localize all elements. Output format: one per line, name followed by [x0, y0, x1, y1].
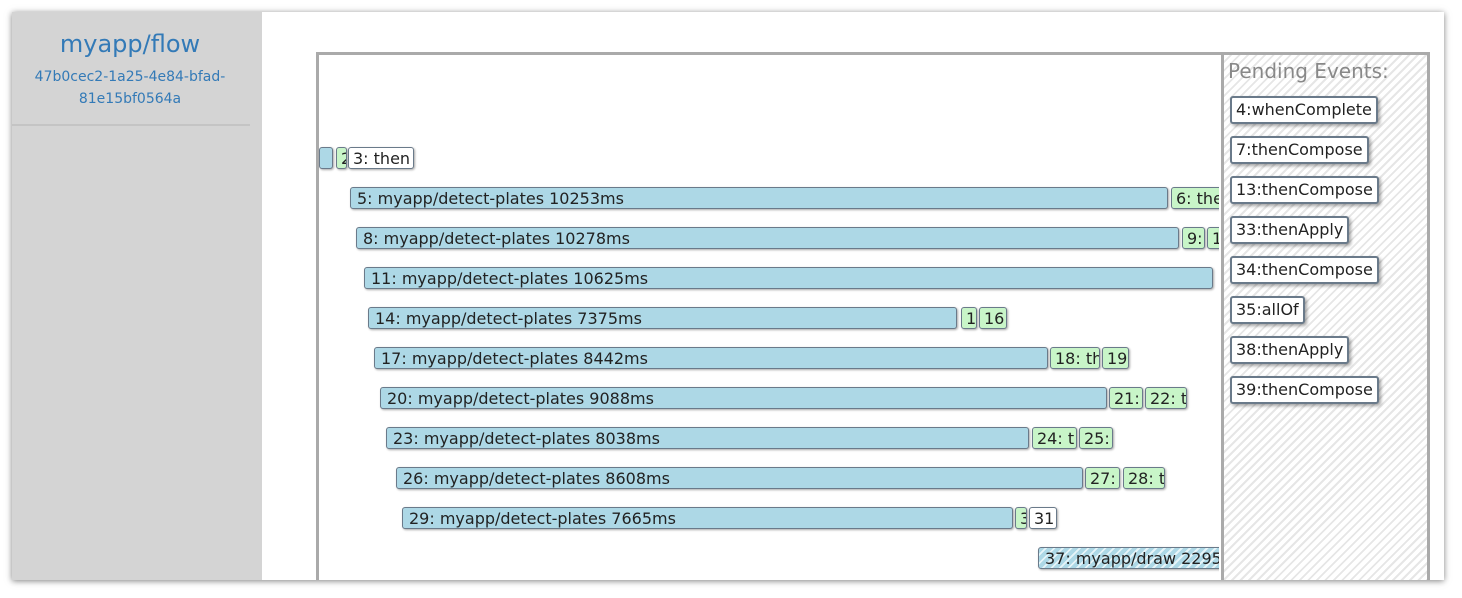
stage-event[interactable]: 9:: [1182, 227, 1205, 249]
stage-event[interactable]: 1: [961, 307, 977, 329]
timeline: 23: then 5: myapp/detect-plates 10253ms6:…: [319, 55, 1219, 580]
sidebar: myapp/flow 47b0cec2-1a25-4e84-bfad-81e15…: [12, 12, 262, 580]
pending-heading: Pending Events:: [1228, 59, 1389, 83]
invocation-event[interactable]: 8: myapp/detect-plates 10278ms: [356, 227, 1179, 249]
invocation-event[interactable]: 23: myapp/detect-plates 8038ms: [386, 427, 1029, 449]
stage-event[interactable]: 31: [1029, 507, 1057, 529]
pending-event[interactable]: 4:whenComplete: [1230, 96, 1378, 124]
invocation-event[interactable]: 29: myapp/detect-plates 7665ms: [402, 507, 1013, 529]
pending-event[interactable]: 38:thenApply: [1230, 336, 1350, 364]
pending-event[interactable]: 35:allOf: [1230, 296, 1305, 324]
invocation-event[interactable]: 14: myapp/detect-plates 7375ms: [368, 307, 957, 329]
pending-event[interactable]: 39:thenCompose: [1230, 376, 1379, 404]
stage-event[interactable]: 1: [1207, 227, 1219, 249]
stage-event[interactable]: 25:: [1079, 427, 1113, 449]
flow-id[interactable]: 47b0cec2-1a25-4e84-bfad-81e15bf0564a: [34, 69, 226, 107]
pending-event[interactable]: 7:thenCompose: [1230, 136, 1369, 164]
stage-event[interactable]: 24: t: [1032, 427, 1077, 449]
divider: [12, 124, 250, 126]
stage-event[interactable]: 6: the: [1171, 187, 1219, 209]
invocation-event[interactable]: 20: myapp/detect-plates 9088ms: [380, 387, 1107, 409]
pending-event[interactable]: 13:thenCompose: [1230, 176, 1379, 204]
event-bar[interactable]: [319, 147, 333, 169]
stage-event[interactable]: 27:: [1085, 467, 1120, 489]
stage-event[interactable]: 16: [979, 307, 1007, 329]
stage-event[interactable]: 19: [1102, 347, 1129, 369]
invocation-event[interactable]: 37: myapp/draw 2295: [1038, 547, 1219, 569]
pending-event[interactable]: 33:thenApply: [1230, 216, 1350, 244]
stage-event[interactable]: 2: [336, 147, 347, 169]
pending-events: Pending Events: 4:whenComplete 7:thenComp…: [1221, 55, 1427, 580]
invocation-event[interactable]: 11: myapp/detect-plates 10625ms: [364, 267, 1213, 289]
flow-title[interactable]: myapp/flow: [59, 30, 201, 58]
invocation-event[interactable]: 17: myapp/detect-plates 8442ms: [374, 347, 1048, 369]
stage-event[interactable]: 3: [1015, 507, 1027, 529]
stage-event[interactable]: 21:: [1109, 387, 1143, 409]
flow-panel: 23: then 5: myapp/detect-plates 10253ms6:…: [316, 52, 1430, 580]
stage-event[interactable]: 22: t: [1145, 387, 1187, 409]
stage-event[interactable]: 18: th: [1050, 347, 1100, 369]
invocation-event[interactable]: 5: myapp/detect-plates 10253ms: [350, 187, 1168, 209]
pending-event[interactable]: 34:thenCompose: [1230, 256, 1379, 284]
stage-event[interactable]: 28: t: [1123, 467, 1165, 489]
stage-event[interactable]: 3: then: [348, 147, 414, 169]
invocation-event[interactable]: 26: myapp/detect-plates 8608ms: [396, 467, 1083, 489]
app-window: myapp/flow 47b0cec2-1a25-4e84-bfad-81e15…: [12, 12, 1444, 580]
